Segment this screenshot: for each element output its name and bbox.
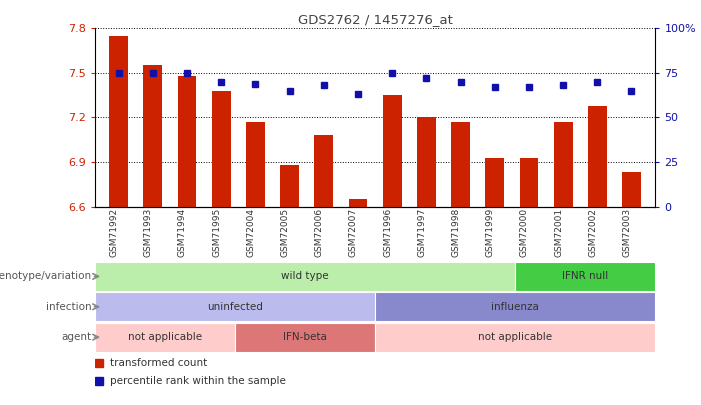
Bar (375, 292, 655, 322)
Text: GSM72004: GSM72004 (246, 208, 255, 257)
Text: not applicable: not applicable (478, 332, 552, 342)
Bar (212, 91, 231, 207)
Text: genotype/variation: genotype/variation (0, 271, 91, 281)
Bar (554, 122, 573, 207)
Text: percentile rank within the sample: percentile rank within the sample (110, 376, 286, 386)
Text: GSM71998: GSM71998 (451, 208, 461, 258)
Bar (588, 106, 606, 207)
Bar (622, 173, 641, 207)
Text: transformed count: transformed count (110, 358, 207, 368)
Text: GSM71995: GSM71995 (212, 208, 221, 258)
Text: GSM71996: GSM71996 (383, 208, 392, 258)
Text: GSM71992: GSM71992 (109, 208, 118, 257)
Text: influenza: influenza (491, 302, 539, 312)
Bar (383, 95, 402, 207)
Bar (485, 158, 504, 207)
Bar (417, 117, 436, 207)
Text: GSM72007: GSM72007 (349, 208, 358, 257)
Bar (280, 165, 299, 207)
Bar (95, 292, 375, 322)
Bar (314, 135, 333, 207)
Text: GSM72000: GSM72000 (520, 208, 529, 257)
Bar (451, 122, 470, 207)
Bar (375, 322, 655, 352)
Text: agent: agent (61, 332, 91, 342)
Bar (95, 262, 515, 291)
Text: GSM71999: GSM71999 (486, 208, 495, 258)
Bar (348, 199, 367, 207)
Text: GSM71997: GSM71997 (417, 208, 426, 258)
Title: GDS2762 / 1457276_at: GDS2762 / 1457276_at (298, 13, 452, 26)
Text: GSM72006: GSM72006 (315, 208, 324, 257)
Text: IFNR null: IFNR null (562, 271, 608, 281)
Bar (235, 322, 375, 352)
Bar (515, 262, 655, 291)
Bar (144, 66, 162, 207)
Text: GSM72005: GSM72005 (280, 208, 290, 257)
Text: uninfected: uninfected (207, 302, 263, 312)
Bar (95, 322, 235, 352)
Text: infection: infection (46, 302, 91, 312)
Text: GSM72003: GSM72003 (622, 208, 632, 257)
Text: IFN-beta: IFN-beta (283, 332, 327, 342)
Text: not applicable: not applicable (128, 332, 202, 342)
Bar (246, 122, 265, 207)
Bar (177, 76, 196, 207)
Text: wild type: wild type (281, 271, 329, 281)
Text: GSM71994: GSM71994 (178, 208, 187, 257)
Bar (519, 158, 538, 207)
Text: GSM72001: GSM72001 (554, 208, 563, 257)
Text: GSM72002: GSM72002 (588, 208, 597, 257)
Text: GSM71993: GSM71993 (144, 208, 153, 258)
Bar (109, 36, 128, 207)
